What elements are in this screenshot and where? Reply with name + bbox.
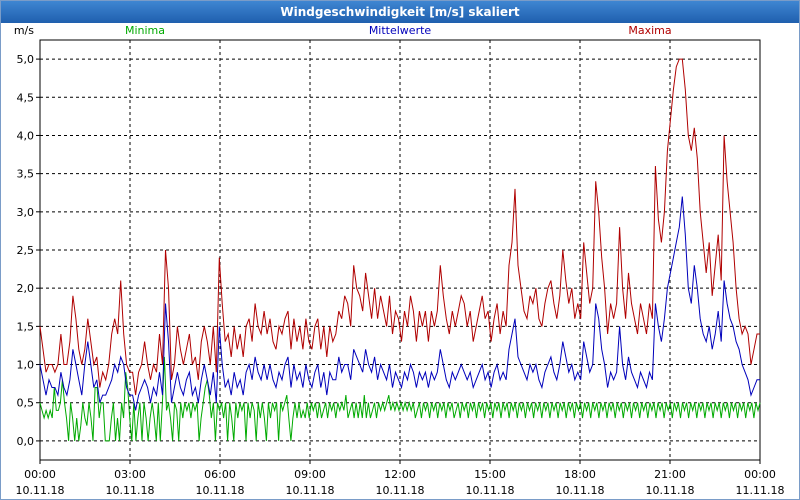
axes: 0,0 0,5 1,0 1,5 2,0 2,5 3,0 3,5 4,0 4,5 5,0 00:00 10…	[14, 24, 785, 497]
y-tick-label: 3,0	[17, 206, 35, 219]
x-tick-date-label: 10.11.18	[646, 484, 695, 497]
y-tick-label: 0,0	[17, 435, 35, 448]
grid	[39, 39, 761, 461]
x-tick-date-label: 10.11.18	[556, 484, 605, 497]
x-tick-time-label: 03:00	[114, 468, 146, 481]
y-tick-label: 4,0	[17, 129, 35, 142]
x-tick-date-label: 10.11.18	[376, 484, 425, 497]
legend-label-mittelwerte: Mittelwerte	[369, 24, 432, 37]
y-tick-label: 1,5	[17, 320, 35, 333]
x-tick-date-label: 10.11.18	[106, 484, 155, 497]
y-tick-label: 4,5	[17, 91, 35, 104]
series-lines	[39, 58, 761, 442]
legend: Minima Mittelwerte Maxima	[125, 24, 672, 37]
series-line-minima	[39, 356, 761, 442]
y-tick-label: 3,5	[17, 168, 35, 181]
y-tick-label: 2,5	[17, 244, 35, 257]
x-tick-time-label: 18:00	[564, 468, 596, 481]
y-tick-label: 0,5	[17, 397, 35, 410]
y-tick-label: 2,0	[17, 282, 35, 295]
x-tick-time-label: 15:00	[474, 468, 506, 481]
x-tick-date-label: 10.11.18	[16, 484, 65, 497]
x-tick-date-label: 10.11.18	[466, 484, 515, 497]
x-tick-time-label: 12:00	[384, 468, 416, 481]
series-line-maxima	[39, 58, 760, 396]
x-tick-date-label: 10.11.18	[196, 484, 245, 497]
x-tick-time-label: 00:00	[24, 468, 56, 481]
series-line-mittelwerte	[39, 196, 760, 411]
x-tick-time-label: 00:00	[744, 468, 776, 481]
y-axis-label: m/s	[14, 24, 34, 37]
legend-label-maxima: Maxima	[628, 24, 671, 37]
x-tick-time-label: 06:00	[204, 468, 236, 481]
x-tick-date-label: 10.11.18	[286, 484, 335, 497]
y-tick-label: 1,0	[17, 359, 35, 372]
window-title: Windgeschwindigkeit [m/s] skaliert	[1, 1, 799, 23]
legend-label-minima: Minima	[125, 24, 165, 37]
y-tick-label: 5,0	[17, 53, 35, 66]
x-tick-time-label: 21:00	[654, 468, 686, 481]
x-tick-date-label: 11.11.18	[736, 484, 785, 497]
x-tick-time-label: 09:00	[294, 468, 326, 481]
